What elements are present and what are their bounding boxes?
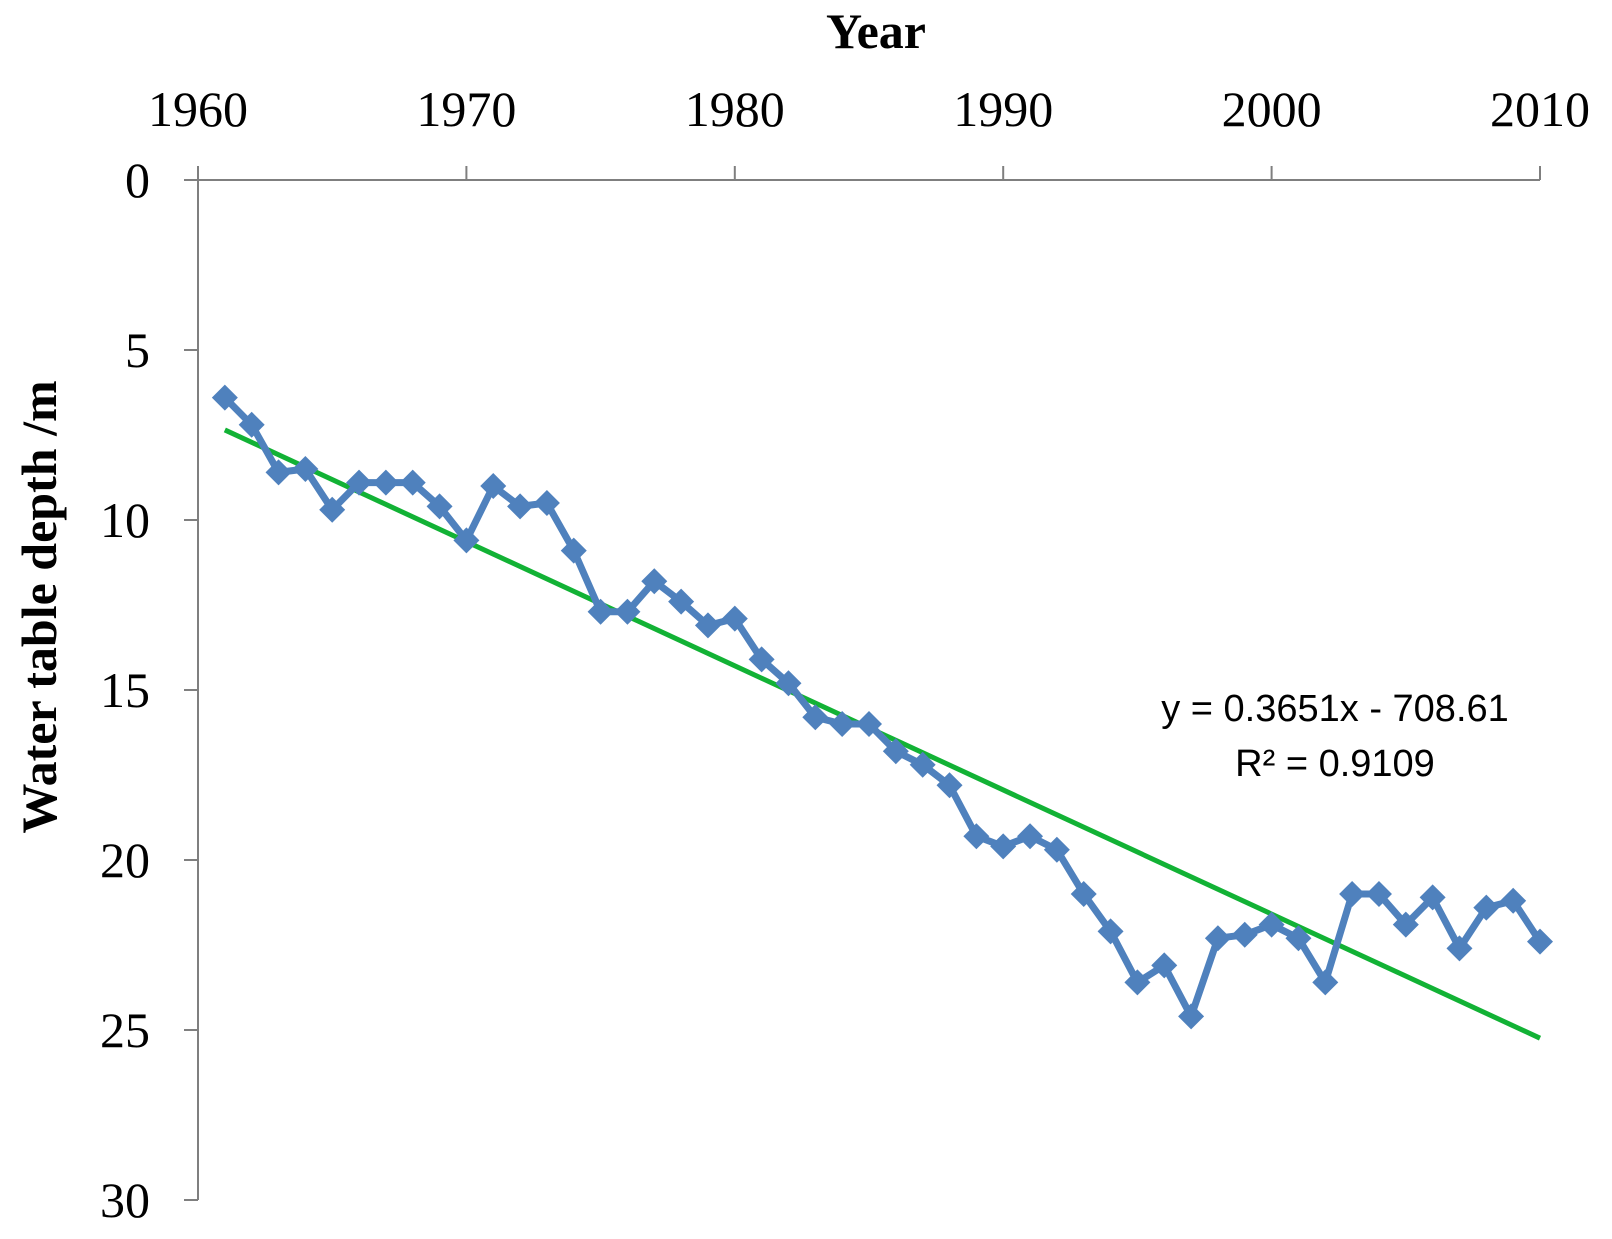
data-point xyxy=(1500,887,1527,914)
series-group xyxy=(211,384,1553,1030)
data-point xyxy=(856,711,882,737)
data-point xyxy=(1070,881,1097,907)
data-point xyxy=(1017,823,1044,850)
data-point xyxy=(668,588,695,615)
data-point xyxy=(1446,935,1473,962)
data-point xyxy=(1312,969,1339,996)
data-point xyxy=(292,456,319,482)
x-axis-title: Year xyxy=(826,3,926,59)
data-point xyxy=(346,469,373,496)
trendline-equation: y = 0.3651x - 708.61 xyxy=(1161,688,1509,730)
data-point xyxy=(802,704,829,731)
y-tick-label: 5 xyxy=(125,322,150,378)
y-tick-label: 25 xyxy=(100,1002,150,1058)
data-point xyxy=(1043,836,1070,863)
x-tick-label: 2000 xyxy=(1222,81,1322,137)
data-point xyxy=(507,493,534,520)
data-point xyxy=(909,751,936,778)
x-tick-label: 1960 xyxy=(148,81,248,137)
data-point xyxy=(882,738,909,765)
data-point xyxy=(1339,881,1366,907)
data-point xyxy=(1473,894,1500,921)
data-point xyxy=(480,473,507,499)
data-point xyxy=(990,833,1017,860)
y-tick-label: 30 xyxy=(100,1172,150,1228)
data-point xyxy=(775,670,802,697)
trendline-r-squared: R² = 0.9109 xyxy=(1235,743,1435,785)
data-point xyxy=(372,469,399,496)
y-axis-title: Water table depth /m xyxy=(11,380,67,833)
data-point xyxy=(1285,925,1312,952)
data-point xyxy=(748,646,775,673)
data-point xyxy=(211,384,238,411)
data-point xyxy=(1231,921,1258,948)
data-point xyxy=(1527,928,1553,955)
y-tick-label: 15 xyxy=(100,662,150,718)
data-point xyxy=(1097,918,1124,945)
data-point xyxy=(1204,925,1231,952)
data-point xyxy=(614,598,641,625)
data-point xyxy=(265,459,292,486)
x-tick-label: 2010 xyxy=(1490,81,1590,137)
data-point xyxy=(1178,1003,1205,1030)
data-point xyxy=(238,411,265,438)
data-point xyxy=(319,496,346,523)
data-point xyxy=(936,772,963,799)
y-tick-label: 20 xyxy=(100,832,150,888)
data-point xyxy=(587,598,614,625)
data-point xyxy=(1365,881,1392,907)
x-tick-label: 1990 xyxy=(953,81,1053,137)
data-point xyxy=(963,823,990,850)
data-point xyxy=(1258,911,1285,938)
data-point xyxy=(1124,969,1151,996)
axes: 1960 1970 1980 1990 2000 2010 0 5 10 15 20 25 30 xyxy=(100,81,1590,1228)
data-point xyxy=(453,527,480,554)
y-tick-label: 10 xyxy=(100,492,150,548)
data-point xyxy=(641,568,668,595)
data-point xyxy=(829,711,856,737)
y-tick-label: 0 xyxy=(125,152,150,208)
data-point xyxy=(560,537,587,564)
x-tick-label: 1970 xyxy=(416,81,516,137)
data-point xyxy=(721,605,748,632)
x-tick-label: 1980 xyxy=(685,81,785,137)
data-point xyxy=(533,490,560,516)
data-point xyxy=(1151,952,1178,979)
data-point xyxy=(1419,884,1446,911)
data-point xyxy=(694,612,721,639)
data-point xyxy=(426,493,453,520)
data-point xyxy=(1392,911,1419,938)
data-point xyxy=(399,469,426,496)
